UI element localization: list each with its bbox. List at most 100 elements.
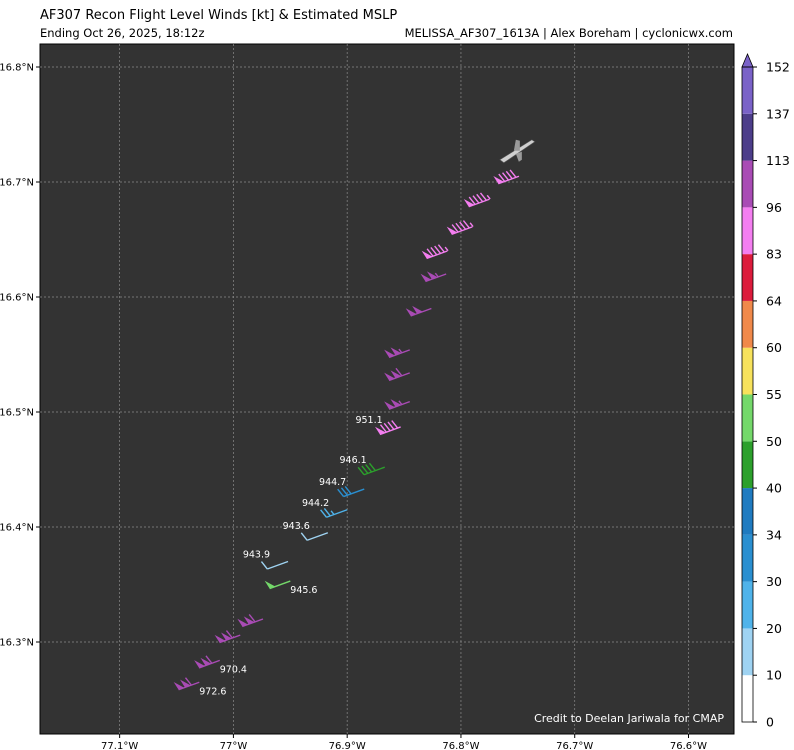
barb-flag xyxy=(420,273,432,282)
x-axis: 77.1°W 77°W 76.9°W 76.8°W 76.7°W 76.6°W xyxy=(101,734,707,750)
x-tick-label: 76.8°W xyxy=(442,741,479,750)
barb-feather xyxy=(320,509,328,518)
barb-flag xyxy=(375,426,386,435)
wind-barb: 943.9 xyxy=(243,550,289,570)
x-tick-label: 77°W xyxy=(220,741,248,750)
colorbar-segment xyxy=(742,207,753,255)
cmap-credit: Credit to Deelan Jariwala for CMAP xyxy=(534,712,724,725)
pressure-label: 946.1 xyxy=(340,455,367,466)
wind-barb: 951.1 xyxy=(355,415,401,436)
barb-feather xyxy=(434,245,442,254)
barb-flag xyxy=(200,657,212,666)
barb-half-feather xyxy=(444,246,449,252)
colorbar-segment xyxy=(742,67,753,114)
x-tick-label: 77.1°W xyxy=(101,741,138,750)
wind-barb xyxy=(237,614,264,628)
barb-feather xyxy=(323,508,331,517)
barb-feather xyxy=(368,462,376,472)
barb-flag xyxy=(390,347,402,356)
y-tick-label: 16.7°N xyxy=(0,178,34,189)
y-tick-label: 16.3°N xyxy=(0,638,34,649)
colorbar-tick-label: 50 xyxy=(766,434,782,449)
barb-feather xyxy=(472,195,480,204)
barb-feather xyxy=(505,170,513,180)
wind-barb xyxy=(384,399,410,410)
x-tick-label: 76.9°W xyxy=(329,741,366,750)
barb-flag xyxy=(390,370,402,379)
barb-flag xyxy=(220,632,232,641)
barb-feather xyxy=(248,614,256,623)
wind-barb xyxy=(384,347,410,359)
barb-flag xyxy=(384,401,395,410)
aircraft-wing xyxy=(515,151,522,162)
barb-feather xyxy=(225,630,233,639)
barb-feather xyxy=(391,420,399,429)
colorbar-tick-label: 40 xyxy=(766,481,782,496)
barb-feather xyxy=(383,422,391,432)
barb-flag xyxy=(180,679,191,688)
wind-barb: 945.6 xyxy=(264,580,317,596)
barb-flag xyxy=(243,616,255,625)
colorbar-segment xyxy=(742,628,753,676)
barb-flag xyxy=(194,660,205,668)
wind-barb: 972.6 xyxy=(173,677,226,697)
colorbar-tick-label: 83 xyxy=(766,247,782,262)
barb-flag xyxy=(384,349,395,358)
colorbar-tick-label: 55 xyxy=(766,387,782,402)
colorbar-segment xyxy=(742,113,753,161)
barb-flag xyxy=(405,308,417,317)
colorbar-extend-arrow xyxy=(741,52,754,68)
barb-flag xyxy=(390,399,402,407)
y-tick-label: 16.8°N xyxy=(0,63,34,74)
barb-feather xyxy=(468,196,476,205)
barb-half-feather xyxy=(330,510,335,515)
wind-barb xyxy=(405,305,432,317)
colorbar-tick-label: 64 xyxy=(766,293,782,308)
barb-feather xyxy=(387,421,395,430)
barb-flag xyxy=(412,305,423,314)
y-axis: 16.3°N 16.4°N 16.5°N 16.6°N 16.7°N 16.8°N xyxy=(0,63,40,649)
barb-feather xyxy=(451,224,459,233)
colorbar-tick-label: 34 xyxy=(766,527,782,542)
aircraft-body xyxy=(499,139,536,164)
source-credit: MELISSA_AF307_1613A | Alex Boreham | cyc… xyxy=(404,26,733,40)
y-tick-label: 16.6°N xyxy=(0,293,34,304)
colorbar-tick-label: 113 xyxy=(766,153,790,168)
wind-barb: 943.6 xyxy=(283,521,329,541)
barb-feather xyxy=(509,169,517,178)
colorbar-tick-label: 96 xyxy=(766,200,782,215)
colorbar-segment xyxy=(742,347,753,395)
colorbar-segment xyxy=(742,300,753,348)
pressure-label: 972.6 xyxy=(199,686,226,697)
colorbar-segment xyxy=(742,160,753,208)
wind-barb xyxy=(493,169,520,185)
pressure-label: 944.7 xyxy=(319,477,346,488)
barb-flag xyxy=(264,580,276,589)
barb-staff xyxy=(267,560,289,570)
barb-half-feather xyxy=(469,222,474,228)
observations-layer: 951.1 946.1 944.7 944.2 943.6 943.9 945.6 970.4… xyxy=(173,169,520,697)
barb-flag xyxy=(463,199,475,207)
colorbar-segment xyxy=(742,394,753,442)
barb-feather xyxy=(260,561,268,570)
grid-lines xyxy=(40,44,734,734)
wind-barb xyxy=(463,192,491,208)
x-tick-label: 76.7°W xyxy=(556,741,593,750)
barb-feather xyxy=(479,192,487,201)
barb-feather xyxy=(344,485,352,495)
barb-feather xyxy=(184,677,192,686)
wind-barb xyxy=(446,220,474,236)
barb-feather xyxy=(459,221,467,230)
colorbar-segment xyxy=(742,675,753,722)
wind-barb: 944.2 xyxy=(302,498,348,518)
colorbar-tick-label: 30 xyxy=(766,574,782,589)
pressure-label: 945.6 xyxy=(290,585,317,596)
pressure-label: 944.2 xyxy=(302,498,329,509)
barb-feather xyxy=(365,464,373,473)
barb-flag xyxy=(421,250,433,259)
barb-flag xyxy=(237,618,248,627)
barb-feather xyxy=(430,246,438,256)
pressure-label: 951.1 xyxy=(355,415,382,426)
pressure-label: 943.6 xyxy=(283,521,310,532)
